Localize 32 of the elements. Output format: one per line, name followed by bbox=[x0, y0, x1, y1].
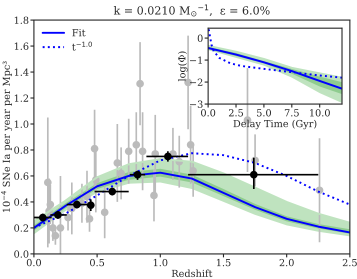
x-tick-label: 1.5 bbox=[216, 258, 230, 266]
x-tick-label: 5.0 bbox=[257, 109, 271, 116]
x-tick-label: 1.0 bbox=[154, 258, 168, 266]
y-tick-label: 0.4 bbox=[14, 198, 29, 206]
y-tick-label: 0.6 bbox=[14, 172, 28, 180]
x-tick-label: 0.0 bbox=[201, 109, 216, 116]
y-tick-label: −3 bbox=[190, 100, 203, 108]
x-axis-title: Redshift bbox=[172, 270, 212, 278]
legend-label: Fit bbox=[72, 29, 86, 36]
y-tick-label: −1 bbox=[190, 56, 202, 64]
x-tick-label: 2.5 bbox=[342, 258, 357, 266]
x-tick-label: 10.0 bbox=[310, 109, 330, 116]
y-tick-label: 1.2 bbox=[14, 94, 28, 102]
chart-title: k = 0.0210 M$_{⊙}$$^{−1}$, ε = 6.0% bbox=[114, 4, 270, 16]
y-tick-label: 1.8 bbox=[14, 16, 28, 24]
x-tick-label: 7.5 bbox=[284, 109, 299, 116]
y-tick-label: 0 bbox=[198, 34, 203, 42]
y-tick-label: 1.6 bbox=[14, 42, 28, 50]
y-tick-label: 1.0 bbox=[14, 120, 28, 128]
y-tick-label: 0.2 bbox=[14, 224, 28, 232]
y-tick-label: 0.8 bbox=[14, 146, 28, 154]
x-tick-label: 0.0 bbox=[26, 258, 41, 266]
x-tick-label: 0.5 bbox=[90, 258, 104, 266]
x-tick-label: 2.5 bbox=[228, 109, 243, 116]
legend-label: t$^{−1.0}$ bbox=[72, 42, 92, 51]
y-tick-label: 0.0 bbox=[14, 250, 28, 258]
x-axis-title: Delay Time (Gyr) bbox=[234, 120, 316, 130]
x-tick-label: 2.0 bbox=[280, 258, 294, 266]
y-tick-label: −2 bbox=[190, 78, 202, 86]
y-axis-title: 10$^{−4}$ SNe Ia per year per Mpc³ bbox=[1, 61, 12, 212]
y-tick-label: 1.4 bbox=[14, 68, 29, 76]
y-axis-title: log(Φ) bbox=[178, 52, 188, 82]
